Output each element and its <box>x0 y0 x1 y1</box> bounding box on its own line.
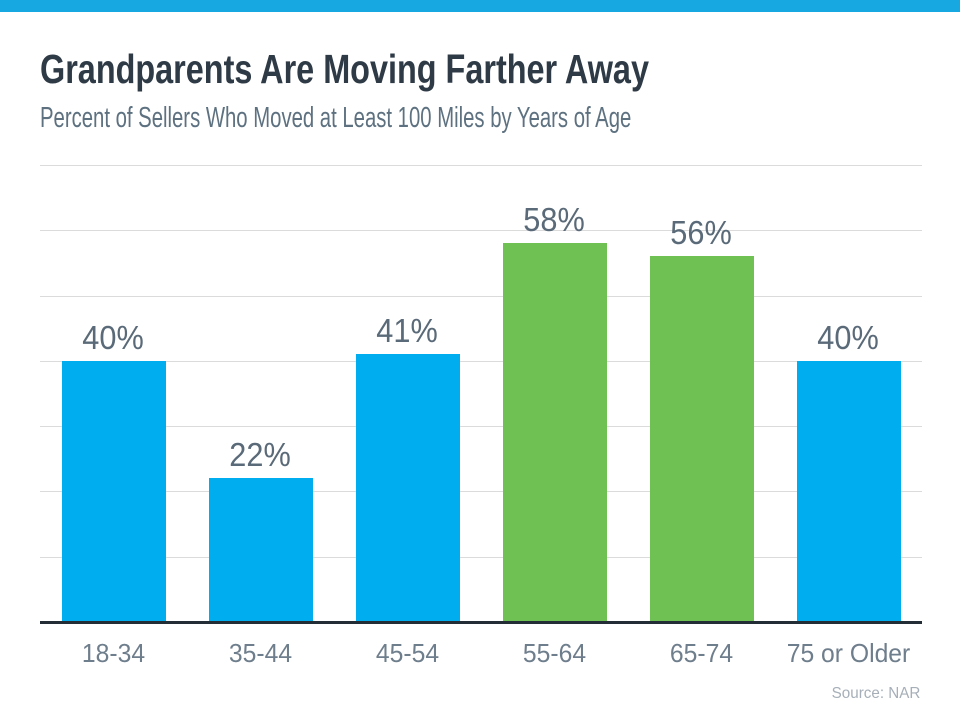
gridline-20 <box>40 491 922 492</box>
bar-group-55-64: 58% <box>481 165 628 622</box>
bar-rect <box>796 360 901 622</box>
category-label: 55-64 <box>522 638 587 668</box>
bar-rect <box>355 354 460 622</box>
bar-rect <box>502 243 607 622</box>
bar-value-label: 40% <box>817 318 880 356</box>
bar-group-65-74: 56% <box>628 165 775 622</box>
bar-value-label: 41% <box>376 312 439 350</box>
bar-value-label: 22% <box>229 436 292 474</box>
bar-group-18-34: 40% <box>40 165 187 622</box>
bar-group-35-44: 22% <box>187 165 334 622</box>
category-label: 18-34 <box>81 638 146 668</box>
bar-rect <box>208 478 313 622</box>
bar-value-label: 40% <box>82 318 145 356</box>
category-label: 75 or Older <box>786 638 911 668</box>
bar-group-45-54: 41% <box>334 165 481 622</box>
gridline-30 <box>40 426 922 427</box>
gridline-60 <box>40 230 922 231</box>
gridline-10 <box>40 557 922 558</box>
source-note: Source: NAR <box>831 685 920 702</box>
bar-group-75 or Older: 40% <box>775 165 922 622</box>
plot-area: 40% 22% 41% 58% 56% 40% <box>40 165 922 622</box>
chart-subtitle: Percent of Sellers Who Moved at Least 10… <box>40 102 632 134</box>
bar-value-label: 58% <box>523 201 586 239</box>
gridline-70 <box>40 165 922 166</box>
chart-title: Grandparents Are Moving Farther Away <box>40 46 649 92</box>
bar-value-label: 56% <box>670 214 733 252</box>
category-label: 45-54 <box>375 638 440 668</box>
bars-row: 40% 22% 41% 58% 56% 40% <box>40 165 922 622</box>
gridline-40 <box>40 361 922 362</box>
x-axis-labels: 18-34 35-44 45-54 55-64 65-74 75 or Older <box>40 638 922 669</box>
gridline-50 <box>40 296 922 297</box>
brand-accent-strip <box>0 0 960 12</box>
category-label: 65-74 <box>669 638 734 668</box>
bar-rect <box>61 360 166 622</box>
bar-rect <box>649 256 754 622</box>
category-label: 35-44 <box>228 638 293 668</box>
x-axis-line <box>40 621 922 624</box>
